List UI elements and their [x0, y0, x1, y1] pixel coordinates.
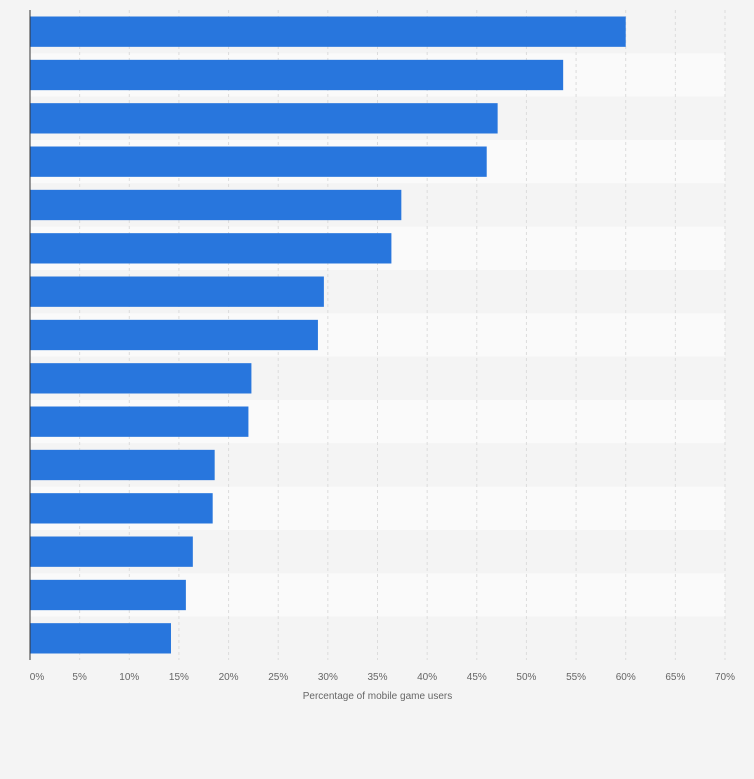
x-tick-label: 10%	[119, 672, 139, 683]
bar	[30, 59, 564, 91]
x-tick-label: 50%	[516, 672, 536, 683]
bar	[30, 623, 171, 654]
bar	[30, 449, 215, 481]
x-tick-label: 35%	[367, 672, 387, 683]
x-tick-label: 40%	[417, 672, 437, 683]
bar	[30, 493, 213, 524]
bar	[30, 16, 626, 47]
bar	[30, 319, 318, 351]
x-tick-label: 20%	[219, 672, 239, 683]
bar	[30, 146, 487, 177]
bar	[30, 189, 402, 221]
x-tick-label: 70%	[715, 672, 735, 683]
bar	[30, 363, 252, 394]
x-tick-label: 55%	[566, 672, 586, 683]
x-tick-label: 5%	[72, 672, 87, 683]
x-axis-title: Percentage of mobile game users	[303, 691, 453, 702]
bar	[30, 536, 193, 567]
bar	[30, 276, 324, 307]
bar	[30, 233, 392, 264]
x-tick-label: 30%	[318, 672, 338, 683]
x-tick-label: 60%	[616, 672, 636, 683]
x-tick-label: 0%	[30, 672, 45, 683]
bar	[30, 406, 249, 437]
x-tick-label: 65%	[665, 672, 685, 683]
bar	[30, 579, 186, 611]
x-tick-label: 45%	[467, 672, 487, 683]
x-tick-label: 15%	[169, 672, 189, 683]
x-tick-label: 25%	[268, 672, 288, 683]
bar	[30, 103, 498, 134]
